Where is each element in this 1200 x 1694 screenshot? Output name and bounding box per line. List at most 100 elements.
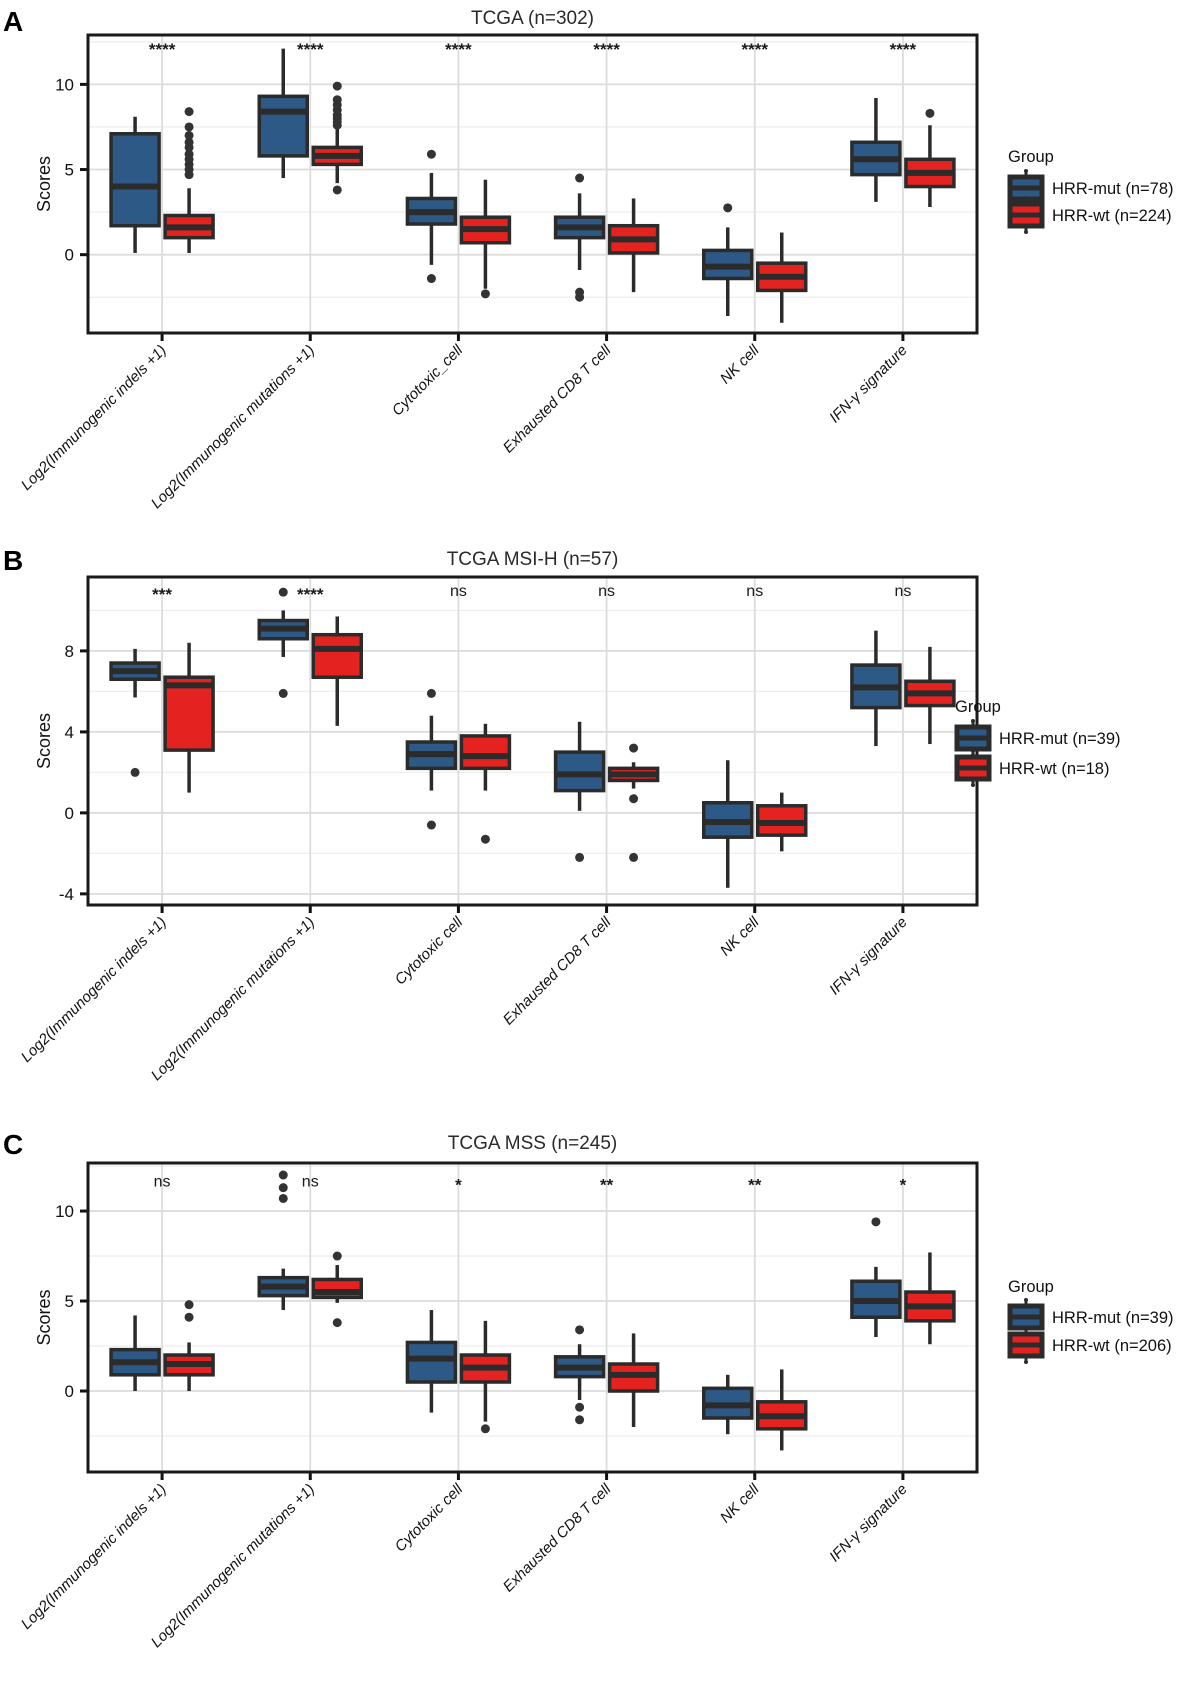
- box-wt-cat5: [756, 792, 808, 852]
- outlier-point: [480, 834, 490, 844]
- significance-label: ****: [149, 40, 176, 59]
- outlier-point: [925, 108, 935, 118]
- x-tick-label: Log2(Immunogenic indels +1): [18, 342, 170, 494]
- box-mut-cat2: [257, 48, 309, 179]
- legend-label: HRR-mut (n=39): [999, 730, 1121, 748]
- outlier-point: [480, 289, 490, 299]
- legend-key-dot: [1024, 169, 1028, 173]
- outlier-point: [575, 292, 585, 302]
- panel-letter: A: [3, 6, 23, 37]
- outlier-point: [575, 1415, 585, 1425]
- legend-label: HRR-wt (n=206): [1052, 1337, 1172, 1355]
- legend: Group HRR-mut (n=78) HRR-wt (n=224): [1007, 148, 1174, 234]
- y-tick-label: 10: [55, 75, 74, 94]
- x-tick-label: Cytotoxic cell: [392, 1480, 467, 1555]
- box: [311, 632, 363, 679]
- box: [405, 1340, 458, 1384]
- outlier-point: [332, 81, 342, 91]
- box-mut-cat4: [553, 721, 606, 862]
- outlier-point: [332, 185, 342, 195]
- y-axis-title: Scores: [34, 1289, 54, 1345]
- panel-B: B TCGA MSI-H (n=57) -4 0 4 8 Scores Log2(Immuno…: [3, 545, 1121, 1084]
- box-mut-cat3: [405, 688, 458, 830]
- outlier-point: [575, 1325, 585, 1335]
- y-axis-title: Scores: [34, 713, 54, 769]
- box-mut-cat5: [702, 1374, 754, 1435]
- box-wt-cat1: [163, 1300, 215, 1392]
- outlier-point: [278, 1170, 288, 1180]
- box-mut-cat2: [257, 1170, 309, 1311]
- x-tick-label: Exhausted CD8 T cell: [500, 341, 615, 456]
- x-tick-label: Log2(Immunogenic mutations +1): [148, 914, 318, 1084]
- x-tick-label: IFN-γ signature: [826, 914, 911, 999]
- outlier-point: [426, 149, 436, 159]
- box-wt-cat5: [756, 232, 808, 323]
- significance-label: *: [455, 1175, 462, 1194]
- x-tick-label: Cytotoxic_cell: [389, 341, 467, 419]
- y-axis-title: Scores: [34, 156, 54, 212]
- outlier-point: [629, 743, 639, 753]
- outlier-point: [871, 1217, 881, 1227]
- box: [553, 750, 606, 793]
- y-tick-label: 10: [55, 1202, 74, 1221]
- significance-label: **: [748, 1175, 762, 1194]
- box: [163, 675, 215, 752]
- significance-label: ****: [593, 40, 620, 59]
- legend-label: HRR-mut (n=78): [1052, 180, 1174, 198]
- box-wt-cat4: [607, 743, 660, 862]
- box-mut-cat5: [702, 760, 754, 888]
- outlier-point: [480, 1424, 490, 1434]
- outlier-point: [184, 107, 194, 117]
- x-tick-label: NK cell: [717, 341, 763, 387]
- box-mut-cat1: [109, 1315, 161, 1392]
- legend-key-dot: [971, 783, 975, 787]
- outlier-point: [426, 820, 436, 830]
- outlier-point: [184, 137, 194, 147]
- legend-key-dot: [1024, 1360, 1028, 1364]
- outlier-point: [629, 852, 639, 862]
- outlier-point: [332, 95, 342, 105]
- box-mut-cat6: [850, 1217, 902, 1338]
- legend-key-mut: [1007, 1298, 1045, 1336]
- box-wt-cat2: [311, 81, 363, 195]
- y-tick-label: -4: [59, 885, 74, 904]
- box-wt-cat6: [904, 646, 956, 745]
- legend-key-dot: [1024, 1326, 1028, 1330]
- outlier-point: [629, 794, 639, 804]
- significance-label: ns: [302, 1173, 319, 1190]
- panel-C: C TCGA MSS (n=245) 0 5 10 Scores Log2(Immunoge…: [3, 1129, 1174, 1651]
- box-mut-cat1: [109, 648, 161, 777]
- legend-key-wt: [954, 749, 992, 787]
- box-mut-cat4: [553, 173, 606, 302]
- box-mut-cat2: [257, 587, 309, 698]
- outlier-point: [426, 688, 436, 698]
- box-wt-cat4: [607, 198, 660, 293]
- box-wt-cat5: [756, 1369, 808, 1451]
- outlier-point: [184, 130, 194, 140]
- outlier-point: [332, 1318, 342, 1328]
- y-tick-label: 4: [65, 723, 74, 742]
- significance-label: ****: [445, 40, 472, 59]
- x-tick-label: Log2(Immunogenic indels +1): [18, 914, 170, 1066]
- outlier-point: [130, 767, 140, 777]
- box: [109, 132, 161, 228]
- legend-key-wt: [1007, 1326, 1045, 1364]
- x-tick-label: Log2(Immunogenic mutations +1): [148, 1481, 318, 1651]
- outlier-point: [184, 122, 194, 132]
- box-wt-cat3: [459, 723, 512, 844]
- outlier-point: [278, 1193, 288, 1203]
- panel-letter: C: [3, 1129, 23, 1160]
- significance-label: ****: [890, 40, 917, 59]
- legend-key-dot: [1024, 230, 1028, 234]
- box-wt-cat1: [163, 642, 215, 793]
- outlier-point: [184, 1300, 194, 1310]
- panel-letter: B: [3, 545, 23, 576]
- box-wt-cat6: [904, 1252, 956, 1345]
- significance-label: ***: [152, 585, 172, 604]
- legend-key-dot: [971, 749, 975, 753]
- y-tick-label: 0: [65, 804, 74, 823]
- significance-label: ****: [742, 40, 769, 59]
- significance-label: **: [600, 1175, 614, 1194]
- significance-label: ns: [154, 1173, 171, 1190]
